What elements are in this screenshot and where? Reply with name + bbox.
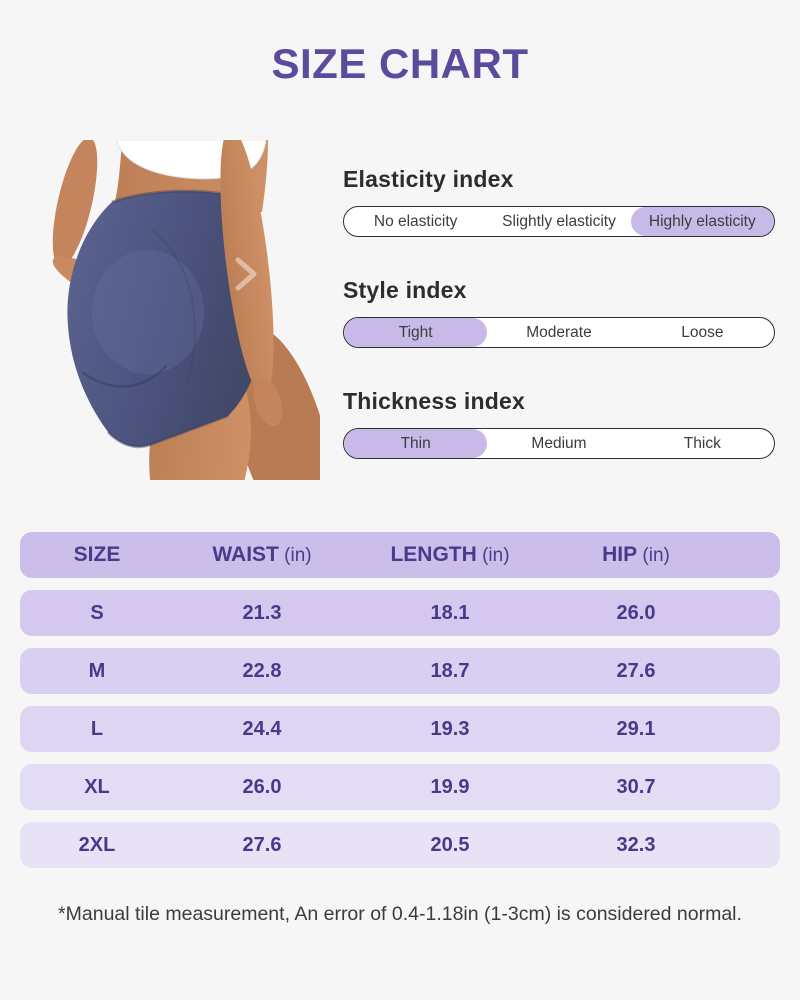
elasticity-option-highly: Highly elasticity: [630, 207, 774, 236]
cell-size: S: [90, 601, 104, 624]
column-header-hip: HIP (in): [602, 543, 670, 566]
cell-waist: 26.0: [242, 775, 282, 798]
cell-length: 18.7: [430, 659, 470, 682]
column-header-length: LENGTH (in): [390, 543, 510, 566]
cell-waist: 22.8: [242, 659, 282, 682]
size-table-header: SIZE WAIST (in) LENGTH (in) HIP (in): [20, 532, 780, 578]
table-row-xl: XL 26.0 19.9 30.7: [20, 764, 780, 810]
measurement-disclaimer: *Manual tile measurement, An error of 0.…: [58, 903, 742, 925]
table-row-2xl: 2XL 27.6 20.5 32.3: [20, 822, 780, 868]
cell-waist: 21.3: [242, 601, 282, 624]
thickness-index-label: Thickness index: [343, 388, 525, 414]
thickness-index-bar: Thin Medium Thick: [343, 428, 775, 459]
cell-size: 2XL: [78, 833, 116, 856]
page-title: SIZE CHART: [271, 40, 529, 87]
cell-length: 19.3: [430, 717, 470, 740]
cell-length: 18.1: [430, 601, 470, 624]
product-photo-illustration: [52, 127, 333, 546]
thickness-option-thick: Thick: [683, 434, 721, 452]
product-photo: [30, 127, 333, 546]
column-header-waist: WAIST (in): [212, 543, 312, 566]
style-option-moderate: Moderate: [526, 323, 592, 341]
cell-hip: 27.6: [616, 659, 656, 682]
thickness-option-medium: Medium: [531, 434, 587, 452]
cell-length: 20.5: [430, 833, 470, 856]
cell-waist: 27.6: [242, 833, 282, 856]
cell-size: M: [88, 659, 106, 682]
style-option-loose: Loose: [681, 323, 724, 341]
size-table: SIZE WAIST (in) LENGTH (in) HIP (in) S 2…: [20, 532, 780, 880]
cell-length: 19.9: [430, 775, 470, 798]
elasticity-index-label: Elasticity index: [343, 166, 514, 192]
elasticity-option-slightly: Slightly elasticity: [502, 212, 616, 230]
figure-shorts: [67, 189, 265, 449]
cell-hip: 32.3: [616, 833, 656, 856]
cell-waist: 24.4: [242, 717, 282, 740]
table-row-l: L 24.4 19.3 29.1: [20, 706, 780, 752]
elasticity-option-no: No elasticity: [373, 212, 458, 230]
cell-hip: 29.1: [616, 717, 656, 740]
chevron-right-icon: [235, 257, 257, 291]
thickness-index-group: Thickness index Thin Medium Thick: [343, 388, 775, 459]
figure-near-arm: [220, 127, 283, 427]
table-row-m: M 22.8 18.7 27.6: [20, 648, 780, 694]
style-index-group: Style index Tight Moderate Loose: [343, 277, 775, 348]
cell-size: L: [90, 717, 104, 740]
style-option-tight: Tight: [344, 318, 488, 347]
thickness-option-thin: Thin: [344, 429, 488, 458]
column-header-size: SIZE: [73, 543, 121, 566]
elasticity-index-group: Elasticity index No elasticity Slightly …: [343, 166, 775, 237]
elasticity-index-bar: No elasticity Slightly elasticity Highly…: [343, 206, 775, 237]
index-panels: Elasticity index No elasticity Slightly …: [343, 166, 775, 499]
style-index-bar: Tight Moderate Loose: [343, 317, 775, 348]
cell-hip: 26.0: [616, 601, 656, 624]
cell-size: XL: [84, 775, 110, 798]
style-index-label: Style index: [343, 277, 467, 303]
table-row-s: S 21.3 18.1 26.0: [20, 590, 780, 636]
cell-hip: 30.7: [616, 775, 656, 798]
